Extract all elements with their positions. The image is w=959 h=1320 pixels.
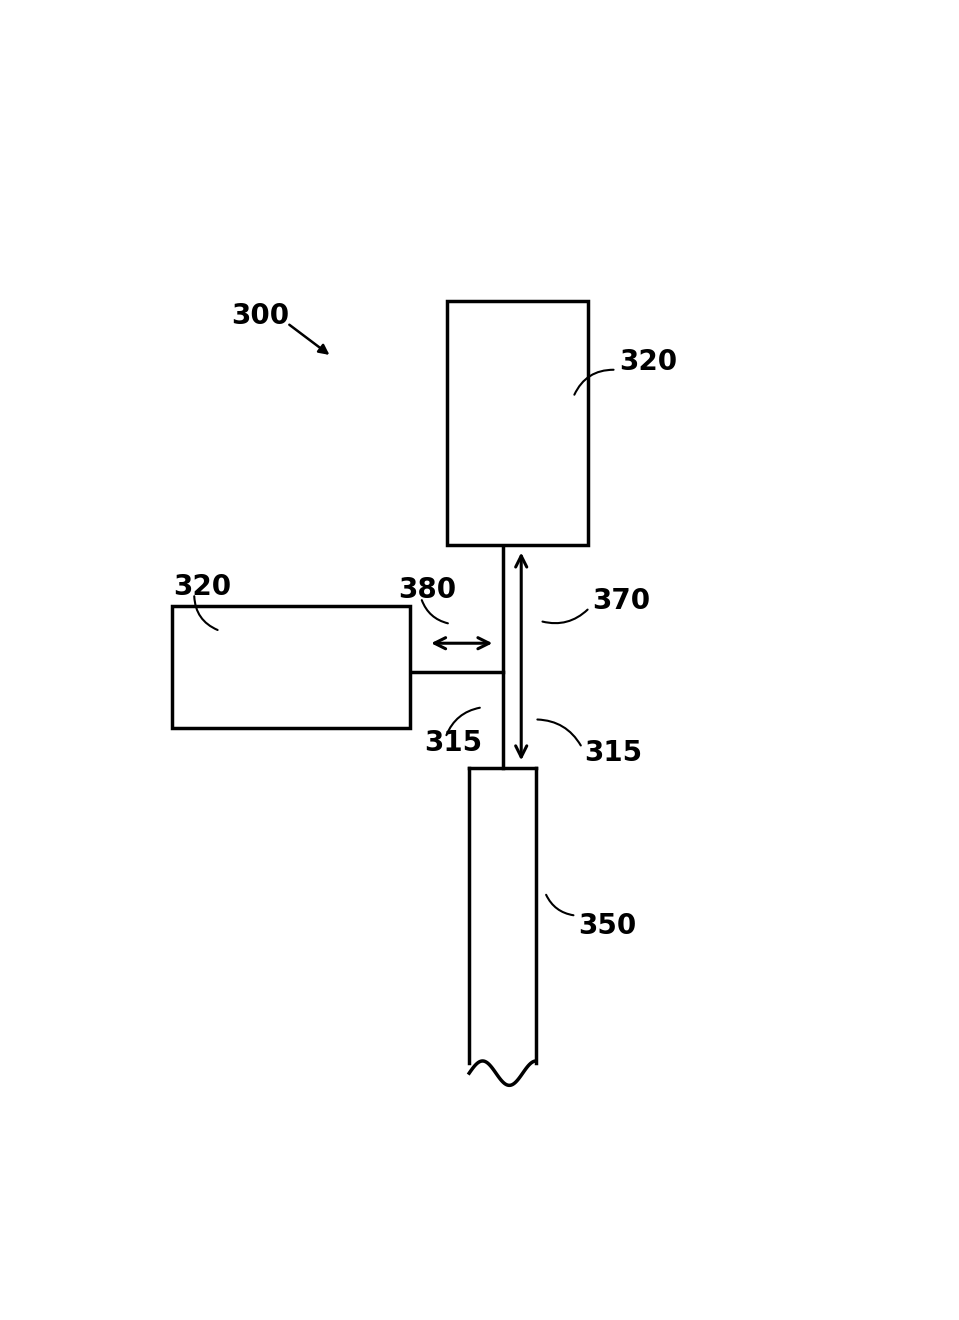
Text: 315: 315 [425,729,482,756]
Text: 320: 320 [174,573,231,602]
Text: 350: 350 [577,912,636,940]
Text: 320: 320 [620,347,677,376]
Bar [447,301,588,545]
Bar [172,606,409,727]
Text: 370: 370 [592,586,650,615]
Text: 315: 315 [584,739,643,767]
Text: 380: 380 [399,577,456,605]
Text: 300: 300 [231,302,290,330]
